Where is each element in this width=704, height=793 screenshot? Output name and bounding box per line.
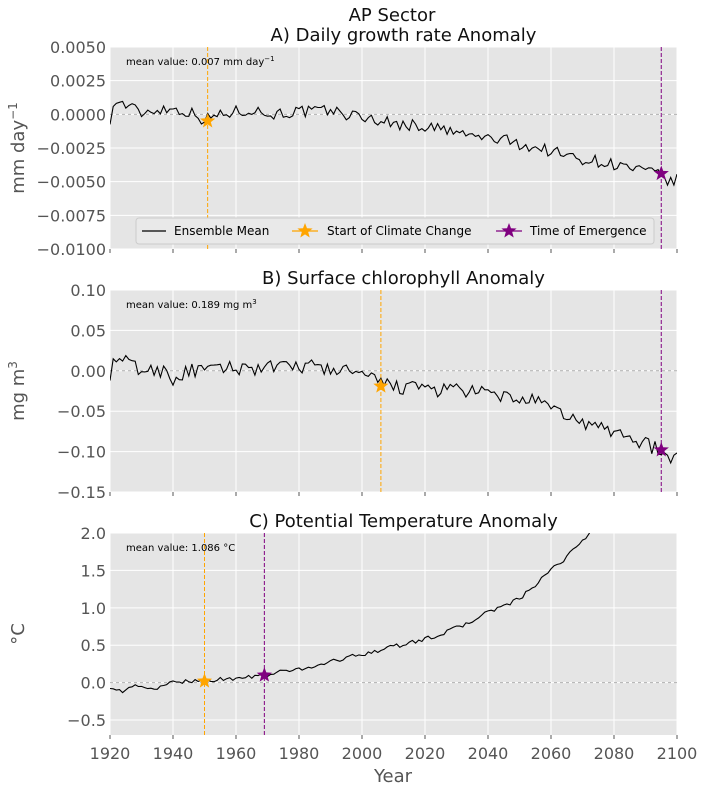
y-tick-label: −0.15 <box>57 483 106 502</box>
legend-label: Time of Emergence <box>529 224 647 238</box>
x-tick-label: 2060 <box>531 744 572 763</box>
y-tick-label: 0.05 <box>70 321 106 340</box>
y-tick-label: −0.0100 <box>37 240 106 259</box>
ensemble-mean-line <box>110 354 677 465</box>
x-tick-label: 1920 <box>90 744 131 763</box>
x-tick-label: 1960 <box>216 744 257 763</box>
x-axis-label: Year <box>373 766 413 787</box>
x-tick-label: 1980 <box>279 744 320 763</box>
start-climate-change-marker <box>196 673 213 688</box>
start-climate-change-marker <box>373 378 389 393</box>
x-tick-label: 2000 <box>342 744 383 763</box>
panel-title: A) Daily growth rate Anomaly <box>271 25 537 46</box>
x-tick-label: 2080 <box>594 744 635 763</box>
x-tick-label: 2040 <box>468 744 509 763</box>
x-tick-label: 2100 <box>657 744 698 763</box>
ensemble-mean-line <box>110 533 591 694</box>
start-climate-change-marker <box>200 113 216 128</box>
mean-value-annotation: mean value: 1.086 °C <box>126 543 235 554</box>
mean-value-annotation: mean value: 0.007 mm day−1 <box>126 55 275 68</box>
y-tick-label: −0.10 <box>57 443 106 462</box>
time-of-emergence-marker <box>653 442 669 457</box>
panel-3: −0.5 0.0 0.5 1.0 1.5 2.0 1920 1940 1960 1980 2000 2… <box>8 511 697 763</box>
y-tick-label: 0.10 <box>70 281 106 300</box>
figure-suptitle: AP Sector <box>349 5 436 26</box>
y-tick-label: −0.5 <box>67 711 106 730</box>
mean-value-annotation: mean value: 0.189 mg m3 <box>126 298 257 311</box>
panel-2: −0.15 −0.10 −0.05 0.00 0.05 0.10 B) Surface ch… <box>6 268 678 502</box>
y-axis-label: mm day−1 <box>6 102 29 194</box>
y-tick-label: 0.00 <box>70 362 106 381</box>
y-tick-label: −0.0025 <box>37 139 106 158</box>
panel-1: −0.0100 −0.0075 −0.0050 −0.0025 0.0000 0.0025… <box>6 25 678 259</box>
legend-label: Ensemble Mean <box>174 224 269 238</box>
panel-title: C) Potential Temperature Anomaly <box>249 511 558 532</box>
x-tick-label: 2020 <box>405 744 446 763</box>
y-tick-label: 0.5 <box>81 636 106 655</box>
x-tick-label: 1940 <box>153 744 194 763</box>
panel-title: B) Surface chlorophyll Anomaly <box>262 268 545 289</box>
time-of-emergence-marker <box>653 165 669 181</box>
y-axis-label: mg m3 <box>6 361 29 421</box>
legend-label: Start of Climate Change <box>327 224 471 238</box>
y-tick-label: 2.0 <box>81 524 106 543</box>
y-tick-label: 1.5 <box>81 561 106 580</box>
legend-star-swatch <box>297 223 313 238</box>
legend-box <box>135 217 655 245</box>
y-tick-label: −0.0075 <box>37 206 106 225</box>
legend: Ensemble Mean Start of Climate Change Time… <box>135 217 655 245</box>
y-tick-label: 0.0025 <box>50 72 106 91</box>
plot-area <box>110 533 677 735</box>
y-axis-label: °C <box>8 623 29 645</box>
y-tick-label: 0.0000 <box>50 105 106 124</box>
y-tick-label: 0.0 <box>81 674 106 693</box>
y-tick-label: −0.0050 <box>37 173 106 192</box>
legend-star-swatch <box>501 223 517 238</box>
time-of-emergence-marker <box>256 667 272 682</box>
y-tick-label: −0.05 <box>57 402 106 421</box>
y-tick-label: 0.0050 <box>50 38 106 57</box>
y-tick-label: 1.0 <box>81 599 106 618</box>
